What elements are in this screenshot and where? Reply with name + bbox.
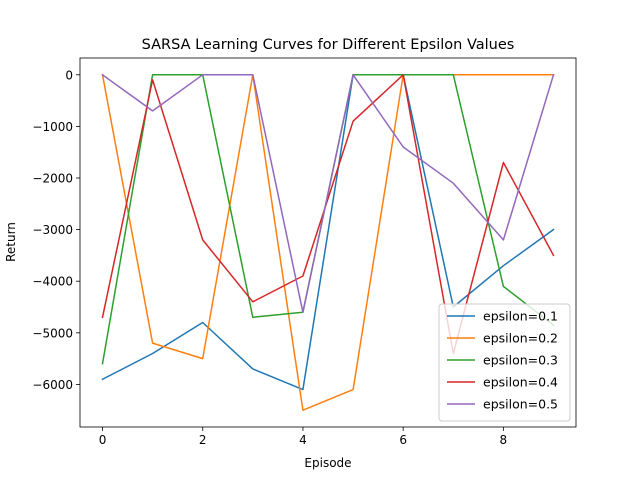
series-line-4 — [101, 74, 555, 355]
y-tick-label: −5000 — [32, 326, 73, 340]
y-tick-label: −1000 — [32, 120, 73, 134]
legend-label: epsilon=0.1 — [483, 309, 558, 324]
y-tick-label: 0 — [65, 68, 73, 82]
legend: epsilon=0.1 epsilon=0.2 epsilon=0.3 epsilon… — [438, 303, 571, 422]
x-tick-label: 0 — [99, 433, 107, 447]
chart-title: SARSA Learning Curves for Different Epsi… — [142, 37, 515, 53]
series-line-2 — [101, 73, 555, 411]
x-axis-label: Episode — [304, 456, 351, 470]
legend-label: epsilon=0.5 — [483, 397, 558, 412]
x-tick-label: 6 — [399, 433, 407, 447]
y-tick-label: −3000 — [32, 223, 73, 237]
y-axis-ticks: −6000 −5000 −4000 −3000 −2000 −1000 0 — [32, 68, 80, 392]
series-line-5 — [101, 73, 555, 313]
series-line-1 — [101, 74, 555, 391]
legend-label: epsilon=0.3 — [483, 353, 558, 368]
legend-label: epsilon=0.4 — [483, 375, 558, 390]
x-axis-ticks: 0 2 4 6 8 — [99, 427, 507, 447]
legend-label: epsilon=0.2 — [483, 331, 558, 346]
y-tick-label: −2000 — [32, 171, 73, 185]
y-tick-label: −6000 — [32, 378, 73, 392]
x-tick-label: 2 — [199, 433, 207, 447]
axes-frame — [79, 57, 577, 428]
axes — [79, 57, 577, 428]
y-axis-label: Return — [4, 222, 18, 262]
y-tick-label: −4000 — [32, 275, 73, 289]
x-tick-label: 8 — [500, 433, 508, 447]
plot-lines — [101, 73, 555, 411]
x-tick-label: 4 — [299, 433, 307, 447]
legend-box — [438, 303, 571, 422]
